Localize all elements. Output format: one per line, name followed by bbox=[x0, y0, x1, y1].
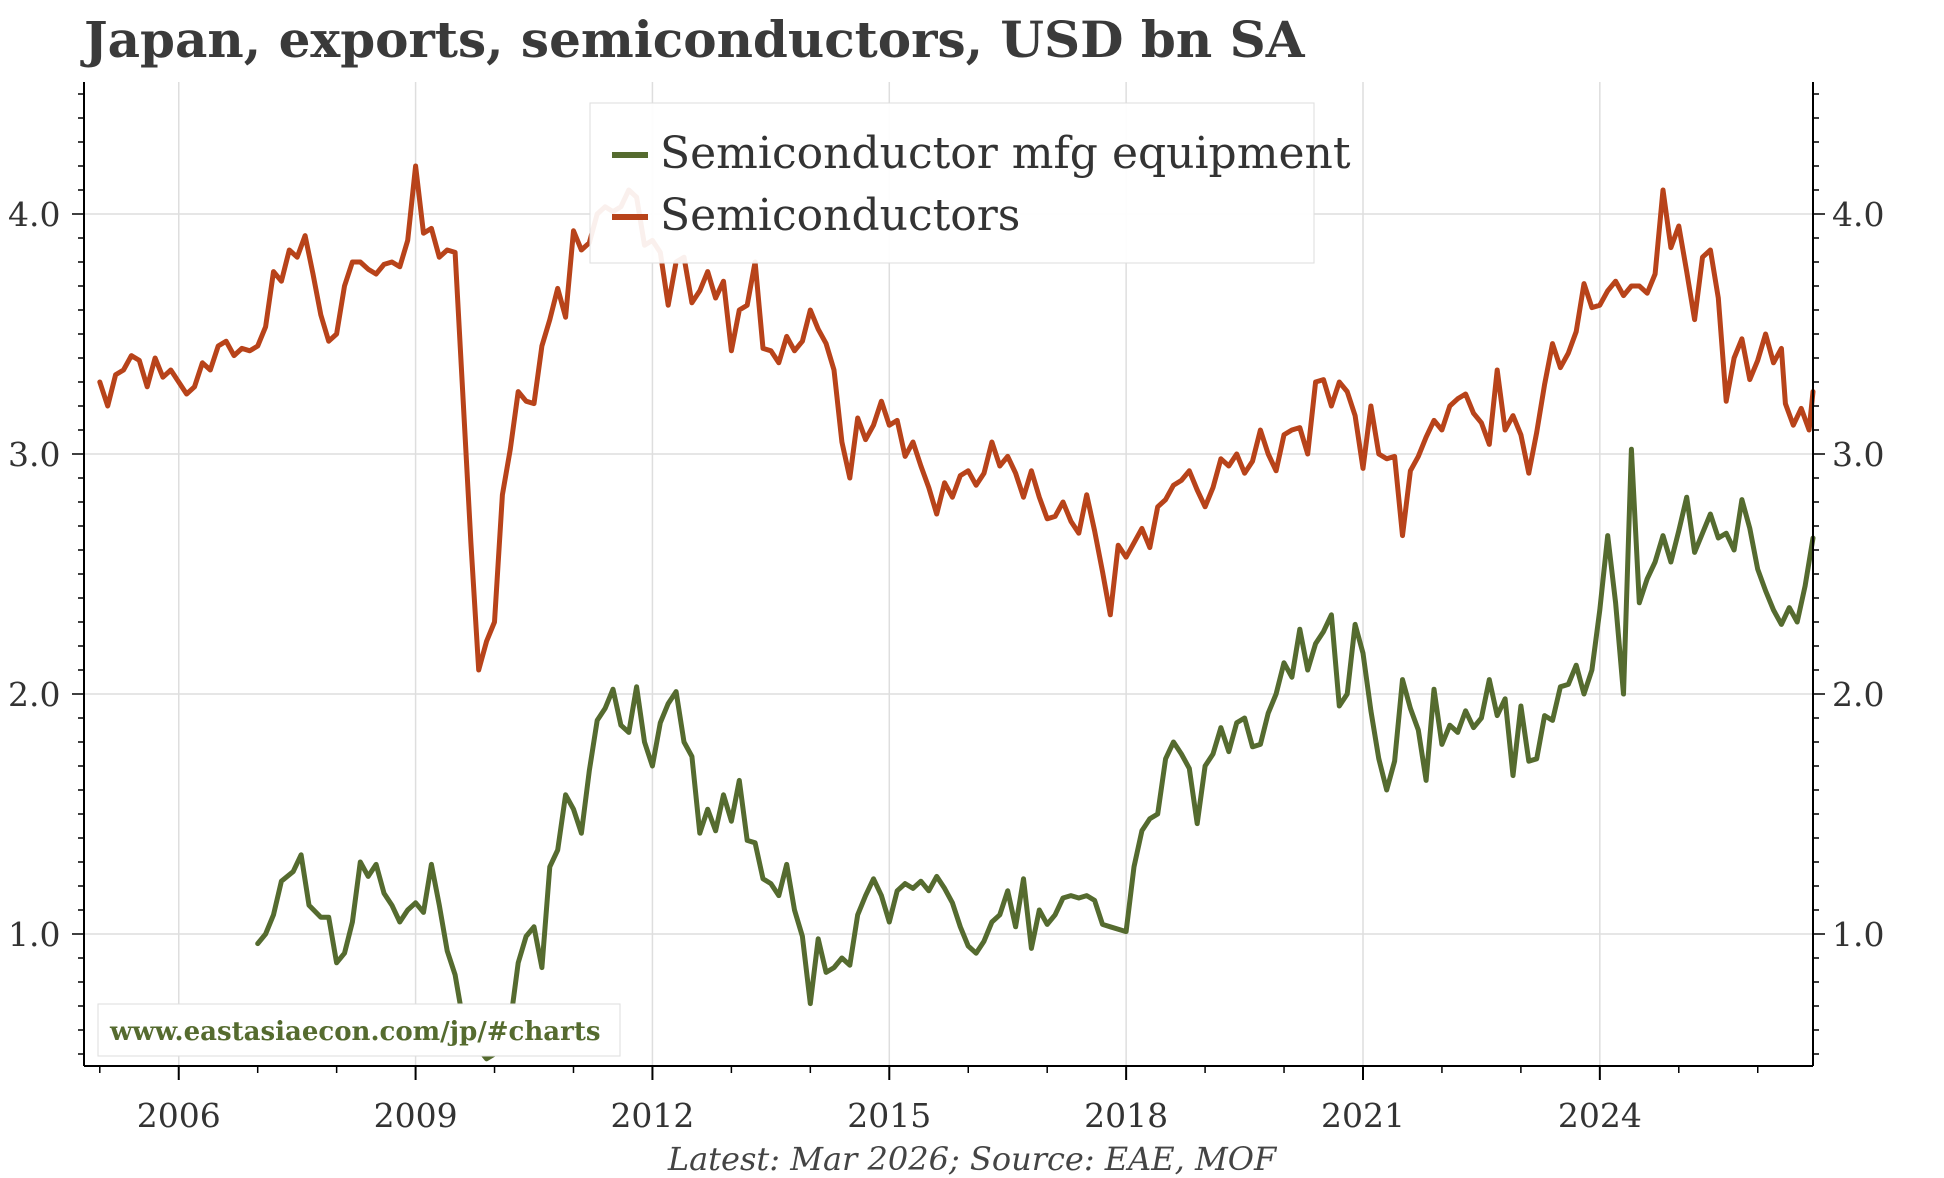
y-tick-label-left: 2.0 bbox=[8, 675, 60, 714]
legend-label-semiconductors: Semiconductors bbox=[660, 190, 1020, 241]
x-tick-label: 2021 bbox=[1321, 1096, 1405, 1135]
series-line-semiconductors bbox=[97, 163, 1816, 673]
x-tick-label: 2009 bbox=[374, 1096, 458, 1135]
axes: 1.0 1.0 2.0 2.0 3.0 3.0 4.0 4.0 2006 2009 2012 2015… bbox=[8, 82, 1884, 1135]
y-tick-label-right: 4.0 bbox=[1832, 195, 1884, 234]
x-tick-label: 2015 bbox=[847, 1096, 931, 1135]
y-tick-label-right: 2.0 bbox=[1832, 675, 1884, 714]
y-tick-label-left: 1.0 bbox=[8, 915, 60, 954]
watermark: www.eastasiaecon.com/jp/#charts bbox=[97, 1003, 621, 1057]
y-tick-label-right: 3.0 bbox=[1832, 435, 1884, 474]
source-note: Latest: Mar 2026; Source: EAE, MOF bbox=[667, 1140, 1278, 1178]
x-tick-label: 2024 bbox=[1558, 1096, 1642, 1135]
series-layer bbox=[97, 163, 1816, 1062]
legend-label-semiconductor-mfg-equipment: Semiconductor mfg equipment bbox=[660, 128, 1351, 179]
legend: Semiconductor mfg equipment Semiconducto… bbox=[589, 102, 1351, 264]
chart-title: Japan, exports, semiconductors, USD bn S… bbox=[84, 10, 1305, 69]
y-tick-label-left: 3.0 bbox=[8, 435, 60, 474]
y-tick-label-left: 4.0 bbox=[8, 195, 60, 234]
x-tick-label: 2006 bbox=[137, 1096, 221, 1135]
x-tick-label: 2012 bbox=[610, 1096, 694, 1135]
x-tick-label: 2018 bbox=[1084, 1096, 1168, 1135]
watermark-text: www.eastasiaecon.com/jp/#charts bbox=[109, 1017, 600, 1047]
series-line-semiconductor-mfg-equipment bbox=[255, 446, 1816, 1062]
y-tick-label-right: 1.0 bbox=[1832, 915, 1884, 954]
